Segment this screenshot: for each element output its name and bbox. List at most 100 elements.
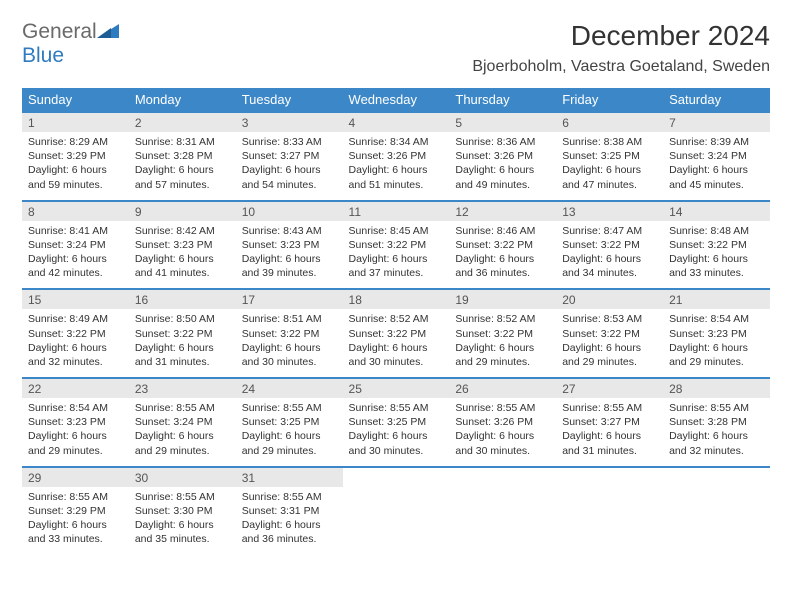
- day-number-cell: 31: [236, 467, 343, 487]
- sun-info: Sunrise: 8:47 AMSunset: 3:22 PMDaylight:…: [556, 221, 663, 289]
- day-number-cell: 1: [22, 112, 129, 132]
- day-number-row: 22232425262728: [22, 378, 770, 398]
- sun-info: Sunrise: 8:53 AMSunset: 3:22 PMDaylight:…: [556, 309, 663, 377]
- day-number: 12: [449, 202, 556, 221]
- day-number: 31: [236, 468, 343, 487]
- page-title: December 2024: [472, 20, 770, 52]
- day-number: 1: [22, 113, 129, 132]
- day-number-cell: 11: [343, 201, 450, 221]
- day-info-cell: Sunrise: 8:29 AMSunset: 3:29 PMDaylight:…: [22, 132, 129, 201]
- day-info-cell: Sunrise: 8:38 AMSunset: 3:25 PMDaylight:…: [556, 132, 663, 201]
- day-number: 7: [663, 113, 770, 132]
- sun-info: Sunrise: 8:55 AMSunset: 3:26 PMDaylight:…: [449, 398, 556, 466]
- day-number: 23: [129, 379, 236, 398]
- sun-info: Sunrise: 8:55 AMSunset: 3:24 PMDaylight:…: [129, 398, 236, 466]
- day-number-cell: 18: [343, 289, 450, 309]
- weekday-header: Sunday: [22, 88, 129, 112]
- header: General Blue December 2024 Bjoerboholm, …: [22, 20, 770, 86]
- day-info-cell: [556, 487, 663, 555]
- day-number-row: 15161718192021: [22, 289, 770, 309]
- day-number-cell: 7: [663, 112, 770, 132]
- sun-info: Sunrise: 8:41 AMSunset: 3:24 PMDaylight:…: [22, 221, 129, 289]
- sun-info: Sunrise: 8:51 AMSunset: 3:22 PMDaylight:…: [236, 309, 343, 377]
- day-info-cell: Sunrise: 8:55 AMSunset: 3:28 PMDaylight:…: [663, 398, 770, 467]
- day-number-cell: 12: [449, 201, 556, 221]
- sun-info: Sunrise: 8:46 AMSunset: 3:22 PMDaylight:…: [449, 221, 556, 289]
- day-info-cell: Sunrise: 8:42 AMSunset: 3:23 PMDaylight:…: [129, 221, 236, 290]
- sun-info: Sunrise: 8:55 AMSunset: 3:28 PMDaylight:…: [663, 398, 770, 466]
- day-number: 30: [129, 468, 236, 487]
- day-number: 6: [556, 113, 663, 132]
- day-number: 11: [343, 202, 450, 221]
- day-info-row: Sunrise: 8:54 AMSunset: 3:23 PMDaylight:…: [22, 398, 770, 467]
- day-number-row: 293031: [22, 467, 770, 487]
- day-number-cell: [663, 467, 770, 487]
- sun-info: Sunrise: 8:54 AMSunset: 3:23 PMDaylight:…: [663, 309, 770, 377]
- sun-info: Sunrise: 8:31 AMSunset: 3:28 PMDaylight:…: [129, 132, 236, 200]
- calendar-table: SundayMondayTuesdayWednesdayThursdayFrid…: [22, 88, 770, 554]
- day-info-cell: Sunrise: 8:33 AMSunset: 3:27 PMDaylight:…: [236, 132, 343, 201]
- logo-text: General Blue: [22, 20, 119, 68]
- day-number: 8: [22, 202, 129, 221]
- day-number-cell: 8: [22, 201, 129, 221]
- sun-info: Sunrise: 8:36 AMSunset: 3:26 PMDaylight:…: [449, 132, 556, 200]
- sun-info: Sunrise: 8:42 AMSunset: 3:23 PMDaylight:…: [129, 221, 236, 289]
- day-info-cell: [449, 487, 556, 555]
- day-info-cell: Sunrise: 8:55 AMSunset: 3:25 PMDaylight:…: [343, 398, 450, 467]
- sun-info: Sunrise: 8:52 AMSunset: 3:22 PMDaylight:…: [449, 309, 556, 377]
- day-info-cell: Sunrise: 8:55 AMSunset: 3:29 PMDaylight:…: [22, 487, 129, 555]
- day-number-cell: [556, 467, 663, 487]
- day-number-cell: 15: [22, 289, 129, 309]
- sun-info: Sunrise: 8:55 AMSunset: 3:25 PMDaylight:…: [343, 398, 450, 466]
- day-number: 27: [556, 379, 663, 398]
- day-number: 16: [129, 290, 236, 309]
- day-number-cell: 24: [236, 378, 343, 398]
- day-info-cell: [343, 487, 450, 555]
- day-info-cell: Sunrise: 8:31 AMSunset: 3:28 PMDaylight:…: [129, 132, 236, 201]
- logo-word-2: Blue: [22, 44, 64, 67]
- logo: General Blue: [22, 20, 119, 68]
- day-number: 10: [236, 202, 343, 221]
- day-number: 21: [663, 290, 770, 309]
- day-info-cell: Sunrise: 8:52 AMSunset: 3:22 PMDaylight:…: [343, 309, 450, 378]
- sun-info: Sunrise: 8:52 AMSunset: 3:22 PMDaylight:…: [343, 309, 450, 377]
- day-number-cell: 21: [663, 289, 770, 309]
- day-number-cell: 10: [236, 201, 343, 221]
- day-info-row: Sunrise: 8:41 AMSunset: 3:24 PMDaylight:…: [22, 221, 770, 290]
- weekday-header: Friday: [556, 88, 663, 112]
- sun-info: Sunrise: 8:43 AMSunset: 3:23 PMDaylight:…: [236, 221, 343, 289]
- day-number: 18: [343, 290, 450, 309]
- weekday-header: Monday: [129, 88, 236, 112]
- day-number-cell: 13: [556, 201, 663, 221]
- day-info-cell: [663, 487, 770, 555]
- day-info-cell: Sunrise: 8:55 AMSunset: 3:26 PMDaylight:…: [449, 398, 556, 467]
- day-info-cell: Sunrise: 8:50 AMSunset: 3:22 PMDaylight:…: [129, 309, 236, 378]
- weekday-header: Wednesday: [343, 88, 450, 112]
- day-number: 20: [556, 290, 663, 309]
- day-number-cell: 29: [22, 467, 129, 487]
- day-number: 2: [129, 113, 236, 132]
- location-text: Bjoerboholm, Vaestra Goetaland, Sweden: [472, 58, 770, 76]
- sun-info: Sunrise: 8:50 AMSunset: 3:22 PMDaylight:…: [129, 309, 236, 377]
- day-info-cell: Sunrise: 8:55 AMSunset: 3:31 PMDaylight:…: [236, 487, 343, 555]
- day-number: 24: [236, 379, 343, 398]
- day-number: 15: [22, 290, 129, 309]
- sun-info: Sunrise: 8:54 AMSunset: 3:23 PMDaylight:…: [22, 398, 129, 466]
- sun-info: Sunrise: 8:38 AMSunset: 3:25 PMDaylight:…: [556, 132, 663, 200]
- day-info-cell: Sunrise: 8:55 AMSunset: 3:30 PMDaylight:…: [129, 487, 236, 555]
- day-number-cell: 3: [236, 112, 343, 132]
- day-number-cell: 17: [236, 289, 343, 309]
- day-number: 22: [22, 379, 129, 398]
- sun-info: Sunrise: 8:55 AMSunset: 3:27 PMDaylight:…: [556, 398, 663, 466]
- day-info-cell: Sunrise: 8:53 AMSunset: 3:22 PMDaylight:…: [556, 309, 663, 378]
- day-info-cell: Sunrise: 8:41 AMSunset: 3:24 PMDaylight:…: [22, 221, 129, 290]
- day-info-cell: Sunrise: 8:45 AMSunset: 3:22 PMDaylight:…: [343, 221, 450, 290]
- day-number-cell: 25: [343, 378, 450, 398]
- day-number: 14: [663, 202, 770, 221]
- day-number-row: 1234567: [22, 112, 770, 132]
- day-number-cell: 23: [129, 378, 236, 398]
- day-number-cell: 26: [449, 378, 556, 398]
- day-info-cell: Sunrise: 8:47 AMSunset: 3:22 PMDaylight:…: [556, 221, 663, 290]
- day-info-cell: Sunrise: 8:43 AMSunset: 3:23 PMDaylight:…: [236, 221, 343, 290]
- day-info-row: Sunrise: 8:49 AMSunset: 3:22 PMDaylight:…: [22, 309, 770, 378]
